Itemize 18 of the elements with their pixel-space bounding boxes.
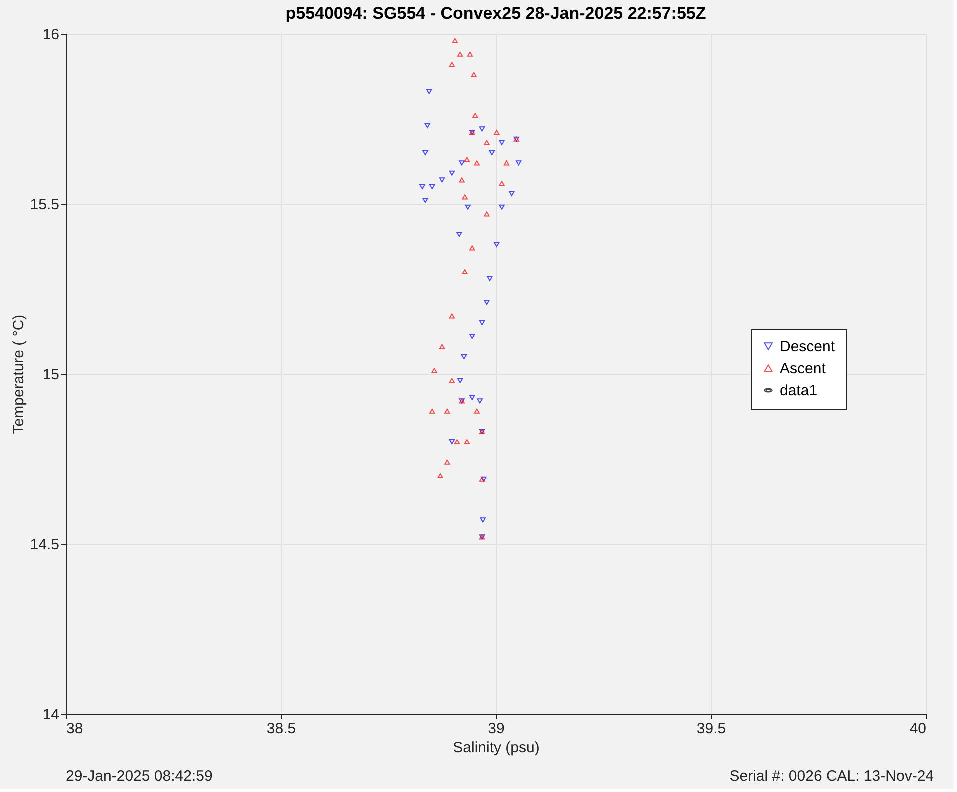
legend-label: Ascent <box>780 360 827 378</box>
legend-label: Descent <box>780 338 836 356</box>
y-tick-label: 14 <box>42 706 60 724</box>
x-tick-label: 38 <box>66 720 84 738</box>
legend-label: data1 <box>780 382 818 400</box>
x-tick-label: 39 <box>488 720 505 738</box>
y-tick-label: 14.5 <box>30 536 60 554</box>
x-tick-label: 38.5 <box>266 720 296 738</box>
y-tick-label: 15 <box>42 366 60 384</box>
x-tick-label: 40 <box>910 720 926 738</box>
text: 29-Jan-2025 08:42:59 <box>66 768 213 785</box>
y-tick-label: 16 <box>42 26 60 44</box>
y-tick-label: 15.5 <box>30 196 60 214</box>
x-axis-title: Salinity (psu) <box>453 740 540 756</box>
text: Serial #: 0026 CAL: 13-Nov-24 <box>730 768 934 785</box>
y-axis-title: Temperature ( °C) <box>10 314 28 434</box>
x-tick-label: 39.5 <box>696 720 726 738</box>
chart-title: p5540094: SG554 - Convex25 28-Jan-2025 22:57:55Z <box>286 4 706 23</box>
